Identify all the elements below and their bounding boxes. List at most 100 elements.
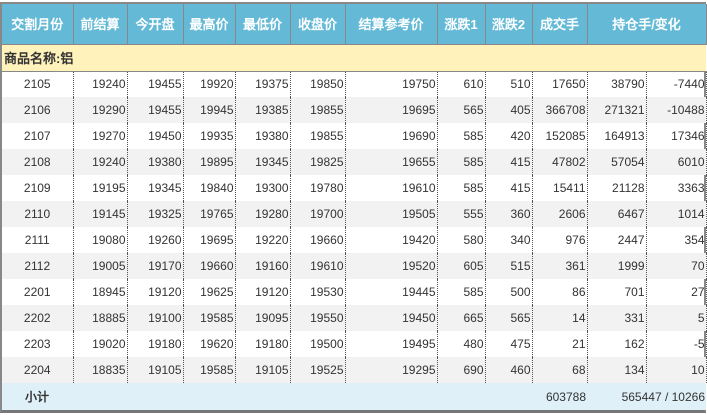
category-row: 商品名称:铝 xyxy=(2,44,706,72)
table-row[interactable]: 2109 19195 19345 19840 19300 19780 19610 585 415… xyxy=(2,175,707,201)
cell-open-interest: 2447 xyxy=(587,227,647,253)
header-prev-settle[interactable]: 前结算 xyxy=(73,4,128,45)
cell-settle-ref: 19445 xyxy=(345,279,438,305)
cell-volume: 17650 xyxy=(532,71,588,97)
table-row[interactable]: 2204 18835 19105 19585 19105 19525 19295 690 460… xyxy=(2,357,707,383)
cell-open: 19100 xyxy=(127,305,184,331)
cell-change2: 415 xyxy=(485,149,533,175)
cell-close: 19660 xyxy=(290,227,346,253)
table-row[interactable]: 2110 19145 19325 19765 19280 19700 19505 555 360… xyxy=(2,201,707,227)
cell-prev-settle: 19145 xyxy=(73,201,128,227)
table-row[interactable]: 2111 19080 19260 19695 19220 19660 19420 580 340… xyxy=(2,227,707,253)
cell-volume: 152085 xyxy=(532,123,588,149)
cell-close: 19610 xyxy=(290,253,346,279)
cell-open: 19450 xyxy=(127,123,184,149)
cell-delivery-month: 2107 xyxy=(2,123,74,149)
cell-change1: 605 xyxy=(437,253,486,279)
header-change2[interactable]: 涨跌2 xyxy=(485,4,533,45)
cell-high: 19620 xyxy=(183,331,236,357)
header-settle-ref[interactable]: 结算参考价 xyxy=(345,4,438,45)
cell-change1: 610 xyxy=(437,71,486,97)
table-row[interactable]: 2107 19270 19450 19935 19380 19855 19690 585 420… xyxy=(2,123,707,149)
cell-prev-settle: 19020 xyxy=(73,331,128,357)
cell-oi-change: 6010 xyxy=(646,149,707,175)
cell-high: 19695 xyxy=(183,227,236,253)
cell-change2: 360 xyxy=(485,201,533,227)
table-row[interactable]: 2112 19005 19170 19660 19160 19610 19520 605 515… xyxy=(2,253,707,279)
cell-change2: 510 xyxy=(485,71,533,97)
cell-open-interest: 162 xyxy=(587,331,647,357)
cell-change1: 585 xyxy=(437,279,486,305)
cell-volume: 47802 xyxy=(532,149,588,175)
cell-open-interest: 57054 xyxy=(587,149,647,175)
cell-low: 19180 xyxy=(235,331,291,357)
header-change1[interactable]: 涨跌1 xyxy=(437,4,486,45)
cell-change1: 585 xyxy=(437,175,486,201)
cell-open: 19105 xyxy=(127,357,184,383)
category-name: 商品名称:铝 xyxy=(2,44,706,72)
cell-prev-settle: 19270 xyxy=(73,123,128,149)
header-low[interactable]: 最低价 xyxy=(235,4,291,45)
cell-close: 19850 xyxy=(290,71,346,97)
table-row[interactable]: 2108 19240 19380 19895 19345 19825 19655 585 415… xyxy=(2,149,707,175)
cell-open-interest: 164913 xyxy=(587,123,647,149)
table-row[interactable]: 2106 19290 19455 19945 19385 19855 19695 565 405… xyxy=(2,97,707,123)
cell-high: 19660 xyxy=(183,253,236,279)
cell-high: 19765 xyxy=(183,201,236,227)
cell-close: 19700 xyxy=(290,201,346,227)
cell-high: 19895 xyxy=(183,149,236,175)
header-close[interactable]: 收盘价 xyxy=(290,4,346,45)
cell-volume: 361 xyxy=(532,253,588,279)
cell-oi-change: 17346 xyxy=(646,123,707,149)
cell-settle-ref: 19520 xyxy=(345,253,438,279)
cell-change1: 585 xyxy=(437,149,486,175)
cell-open: 19180 xyxy=(127,331,184,357)
cell-settle-ref: 19695 xyxy=(345,97,438,123)
cell-low: 19300 xyxy=(235,175,291,201)
table-row[interactable]: 2201 18945 19120 19625 19120 19530 19445 585 500… xyxy=(2,279,707,305)
cell-close: 19550 xyxy=(290,305,346,331)
header-volume[interactable]: 成交手 xyxy=(532,4,588,45)
header-high[interactable]: 最高价 xyxy=(183,4,236,45)
cell-open-interest: 6467 xyxy=(587,201,647,227)
cell-open: 19170 xyxy=(127,253,184,279)
header-open-interest[interactable]: 持仓手/变化 xyxy=(587,4,707,45)
cell-volume: 14 xyxy=(532,305,588,331)
cell-prev-settle: 18885 xyxy=(73,305,128,331)
cell-volume: 68 xyxy=(532,357,588,383)
cell-delivery-month: 2111 xyxy=(2,227,74,253)
cell-open: 19380 xyxy=(127,149,184,175)
subtotal-volume: 603788 xyxy=(532,383,587,410)
cell-open-interest: 701 xyxy=(587,279,647,305)
cell-settle-ref: 19655 xyxy=(345,149,438,175)
cell-change1: 480 xyxy=(437,331,486,357)
header-row: 交割月份 前结算 今开盘 最高价 最低价 收盘价 结算参考价 涨跌1 涨跌2 成… xyxy=(2,4,707,45)
table-row[interactable]: 2105 19240 19455 19920 19375 19850 19750 610 510… xyxy=(2,71,707,97)
header-delivery-month[interactable]: 交割月份 xyxy=(2,4,74,45)
cell-low: 19385 xyxy=(235,97,291,123)
cell-prev-settle: 19005 xyxy=(73,253,128,279)
cell-close: 19780 xyxy=(290,175,346,201)
table-row[interactable]: 2203 19020 19180 19620 19180 19500 19495 480 475… xyxy=(2,331,707,357)
cell-delivery-month: 2108 xyxy=(2,149,74,175)
cell-delivery-month: 2105 xyxy=(2,71,74,97)
cell-change2: 460 xyxy=(485,357,533,383)
cell-volume: 86 xyxy=(532,279,588,305)
cell-open: 19120 xyxy=(127,279,184,305)
cell-open-interest: 1999 xyxy=(587,253,647,279)
cell-high: 19935 xyxy=(183,123,236,149)
cell-delivery-month: 2202 xyxy=(2,305,74,331)
cell-low: 19280 xyxy=(235,201,291,227)
table-row[interactable]: 2202 18885 19100 19585 19095 19550 19450 665 565… xyxy=(2,305,707,331)
cell-high: 19920 xyxy=(183,71,236,97)
cell-close: 19855 xyxy=(290,97,346,123)
subtotal-spacer xyxy=(73,383,532,410)
cell-low: 19105 xyxy=(235,357,291,383)
header-open[interactable]: 今开盘 xyxy=(127,4,184,45)
cell-open: 19455 xyxy=(127,97,184,123)
cell-settle-ref: 19610 xyxy=(345,175,438,201)
cell-change1: 585 xyxy=(437,123,486,149)
cell-prev-settle: 19290 xyxy=(73,97,128,123)
cell-settle-ref: 19505 xyxy=(345,201,438,227)
cell-open-interest: 21128 xyxy=(587,175,647,201)
